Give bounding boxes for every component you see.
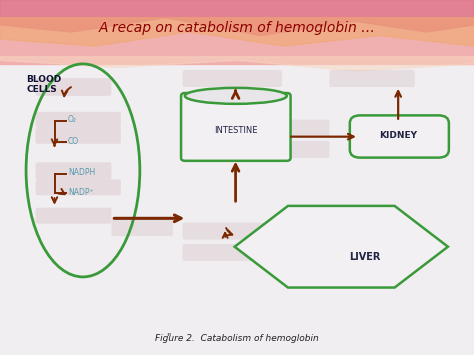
FancyBboxPatch shape bbox=[36, 179, 121, 195]
FancyBboxPatch shape bbox=[181, 93, 291, 161]
Text: NADPH: NADPH bbox=[68, 168, 95, 177]
FancyBboxPatch shape bbox=[36, 208, 111, 224]
Text: LIVER: LIVER bbox=[349, 252, 381, 262]
FancyBboxPatch shape bbox=[182, 223, 268, 240]
Text: CO: CO bbox=[68, 137, 79, 146]
FancyBboxPatch shape bbox=[36, 112, 121, 128]
Text: INTESTINE: INTESTINE bbox=[214, 126, 257, 135]
Text: BLOOD
CELLS: BLOOD CELLS bbox=[26, 75, 61, 94]
Text: Figure 2.  Catabolism of hemoglobin: Figure 2. Catabolism of hemoglobin bbox=[155, 334, 319, 343]
Polygon shape bbox=[0, 0, 474, 36]
FancyBboxPatch shape bbox=[36, 162, 111, 179]
FancyBboxPatch shape bbox=[329, 70, 415, 87]
Text: O₂: O₂ bbox=[68, 115, 77, 124]
Text: ": " bbox=[166, 333, 171, 343]
FancyBboxPatch shape bbox=[111, 219, 173, 236]
Bar bbox=[0, 0, 474, 64]
FancyBboxPatch shape bbox=[36, 128, 121, 144]
FancyBboxPatch shape bbox=[36, 78, 111, 96]
Text: A recap on catabolism of hemoglobin …: A recap on catabolism of hemoglobin … bbox=[99, 21, 375, 36]
Polygon shape bbox=[0, 57, 474, 71]
FancyBboxPatch shape bbox=[182, 244, 296, 261]
FancyBboxPatch shape bbox=[182, 70, 282, 87]
Text: NADP⁺: NADP⁺ bbox=[68, 188, 93, 197]
Polygon shape bbox=[235, 206, 448, 288]
Text: KIDNEY: KIDNEY bbox=[379, 131, 417, 141]
Polygon shape bbox=[0, 18, 474, 46]
FancyBboxPatch shape bbox=[350, 115, 449, 158]
Ellipse shape bbox=[185, 88, 287, 104]
FancyBboxPatch shape bbox=[268, 141, 329, 158]
FancyBboxPatch shape bbox=[268, 120, 329, 137]
